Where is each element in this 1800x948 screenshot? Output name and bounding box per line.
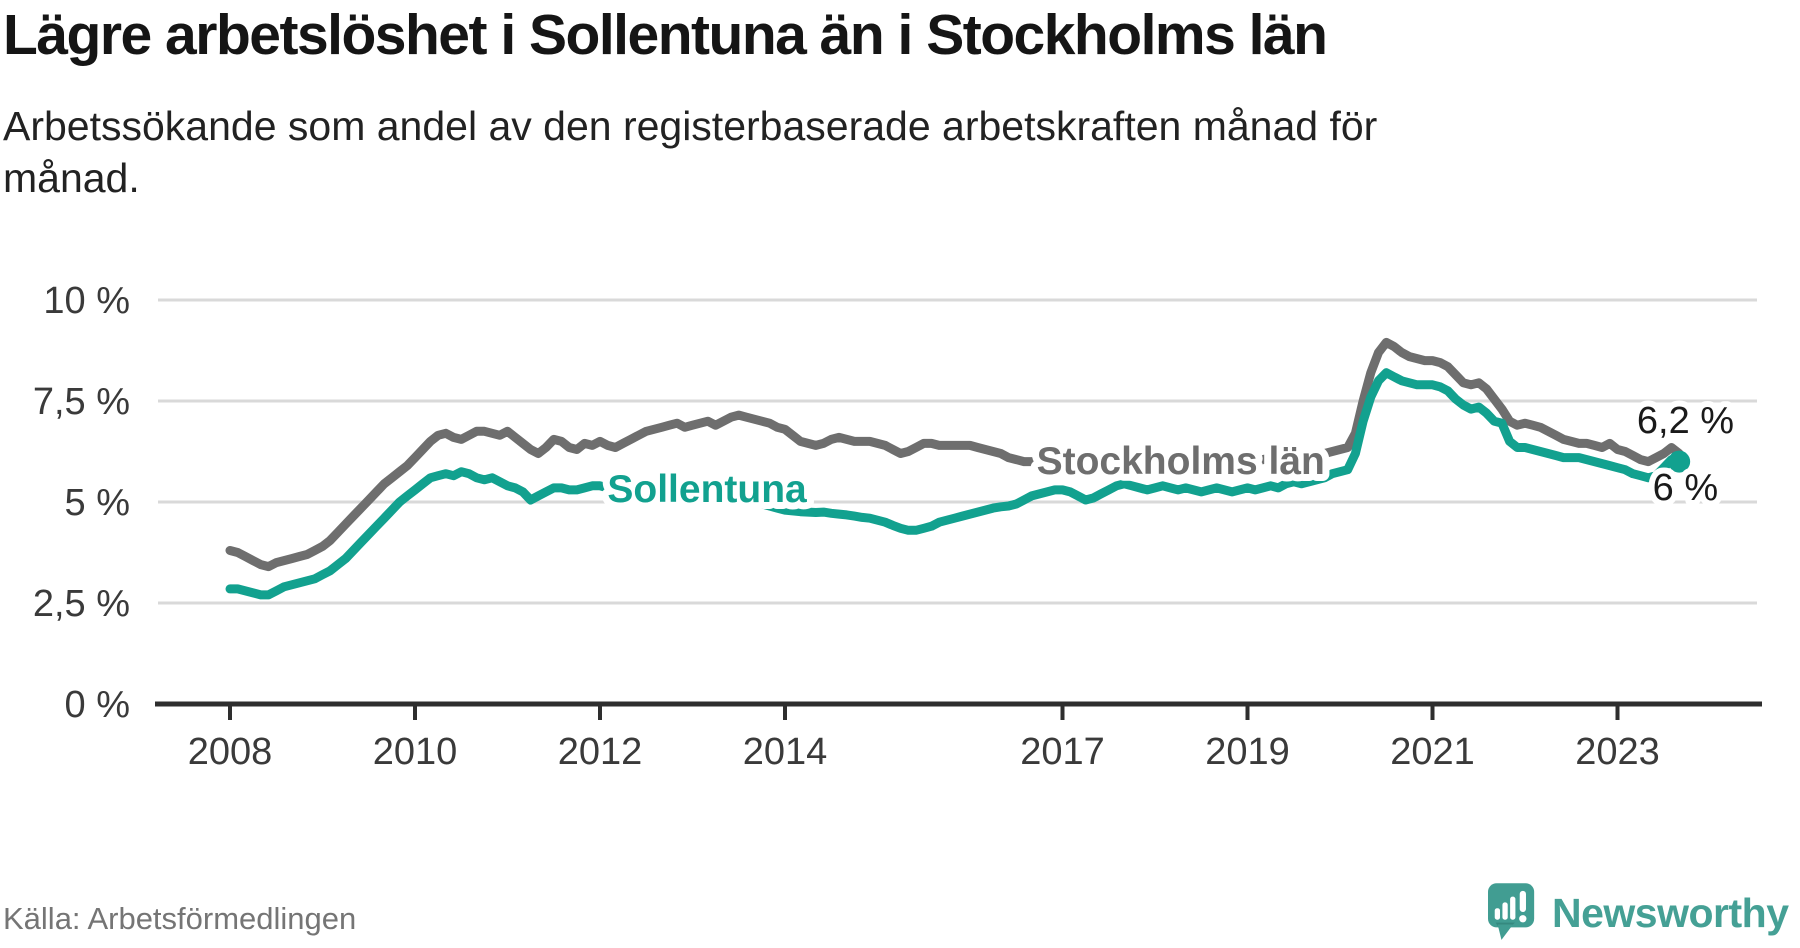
newsworthy-logo-icon (1488, 883, 1535, 940)
x-axis-label: 2014 (743, 731, 828, 773)
newsworthy-logo: Newsworthy (1488, 882, 1789, 944)
chart: 0 % 2,5 % 5 % 7,5 % 10 % 2008 2010 2012 2014 2017… (33, 280, 1762, 773)
y-axis-label: 2,5 % (33, 583, 130, 625)
x-axis-label: 2012 (558, 731, 643, 773)
x-axis-label: 2010 (373, 731, 458, 773)
source-text: Källa: Arbetsförmedlingen (3, 901, 357, 936)
y-axis-label: 7,5 % (33, 381, 130, 423)
sollentuna-line (225, 368, 1684, 600)
end-value-label: 6 % (1653, 467, 1718, 509)
page-title: Lägre arbetslöshet i Sollentuna än i Sto… (3, 3, 1328, 67)
page-subtitle: Arbetssökande som andel av den registerb… (3, 103, 1378, 202)
y-axis-label: 0 % (65, 684, 130, 726)
y-axis-label: 10 % (43, 280, 130, 322)
series-endpoint-dot (1668, 450, 1691, 473)
series-label: Stockholms län (1037, 440, 1325, 483)
stockholms-l-n-line (225, 337, 1684, 572)
x-axis-label: 2021 (1390, 731, 1475, 773)
x-axis-label: 2019 (1205, 731, 1290, 773)
newsworthy-logo-text: Newsworthy (1552, 889, 1789, 936)
series-label: Sollentuna (607, 468, 807, 511)
end-value-label: 6,2 % (1637, 400, 1734, 442)
x-axis-label: 2008 (188, 731, 273, 773)
y-axis-label: 5 % (65, 482, 130, 524)
x-axis-label: 2017 (1020, 731, 1105, 773)
x-axis-label: 2023 (1575, 731, 1660, 773)
